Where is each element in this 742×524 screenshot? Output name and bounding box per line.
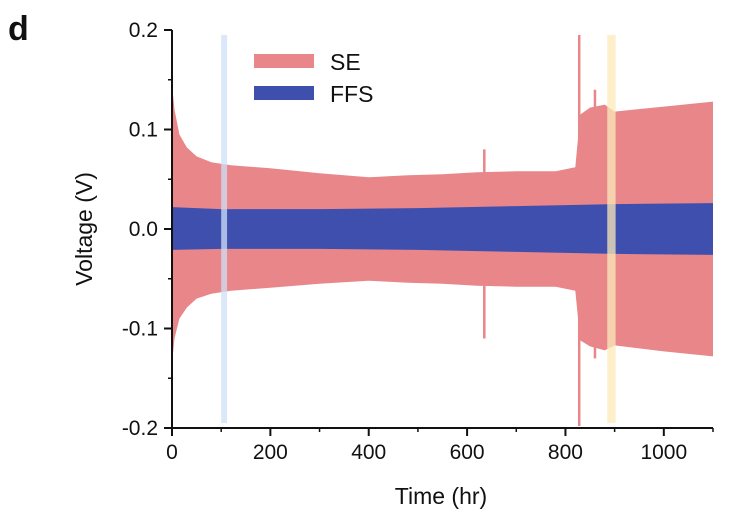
y-tick-label-2: 0.0	[129, 218, 158, 241]
plot-clip-group	[172, 34, 713, 427]
x-tick-label-5: 1000	[640, 441, 687, 464]
y-tick-label-1: -0.1	[122, 318, 158, 341]
x-tick-label-3: 600	[450, 441, 485, 464]
highlight-band-1	[607, 34, 616, 424]
panel-label: d	[8, 10, 29, 48]
series-ffs-band	[172, 203, 713, 255]
legend-label-se: SE	[330, 49, 361, 75]
axes: -0.2 -0.1 0.0 0.1 0.2 0 200 400 600 800 1000	[122, 19, 714, 464]
legend-swatch-se	[254, 54, 314, 68]
y-tick-label-3: 0.1	[129, 119, 158, 142]
plot-area	[172, 34, 713, 427]
x-tick-label-0: 0	[166, 441, 178, 464]
legend-label-ffs: FFS	[330, 81, 373, 107]
legend: SE FFS	[254, 49, 373, 107]
legend-swatch-ffs	[254, 86, 314, 100]
y-axis-label: Voltage (V)	[71, 172, 97, 286]
x-tick-label-4: 800	[548, 441, 583, 464]
y-tick-label-0: -0.2	[122, 417, 158, 440]
y-tick-label-4: 0.2	[129, 19, 158, 42]
highlight-band-0	[221, 34, 228, 424]
x-axis-label: Time (hr)	[395, 483, 487, 509]
x-tick-label-1: 200	[253, 441, 288, 464]
x-tick-label-2: 400	[351, 441, 386, 464]
